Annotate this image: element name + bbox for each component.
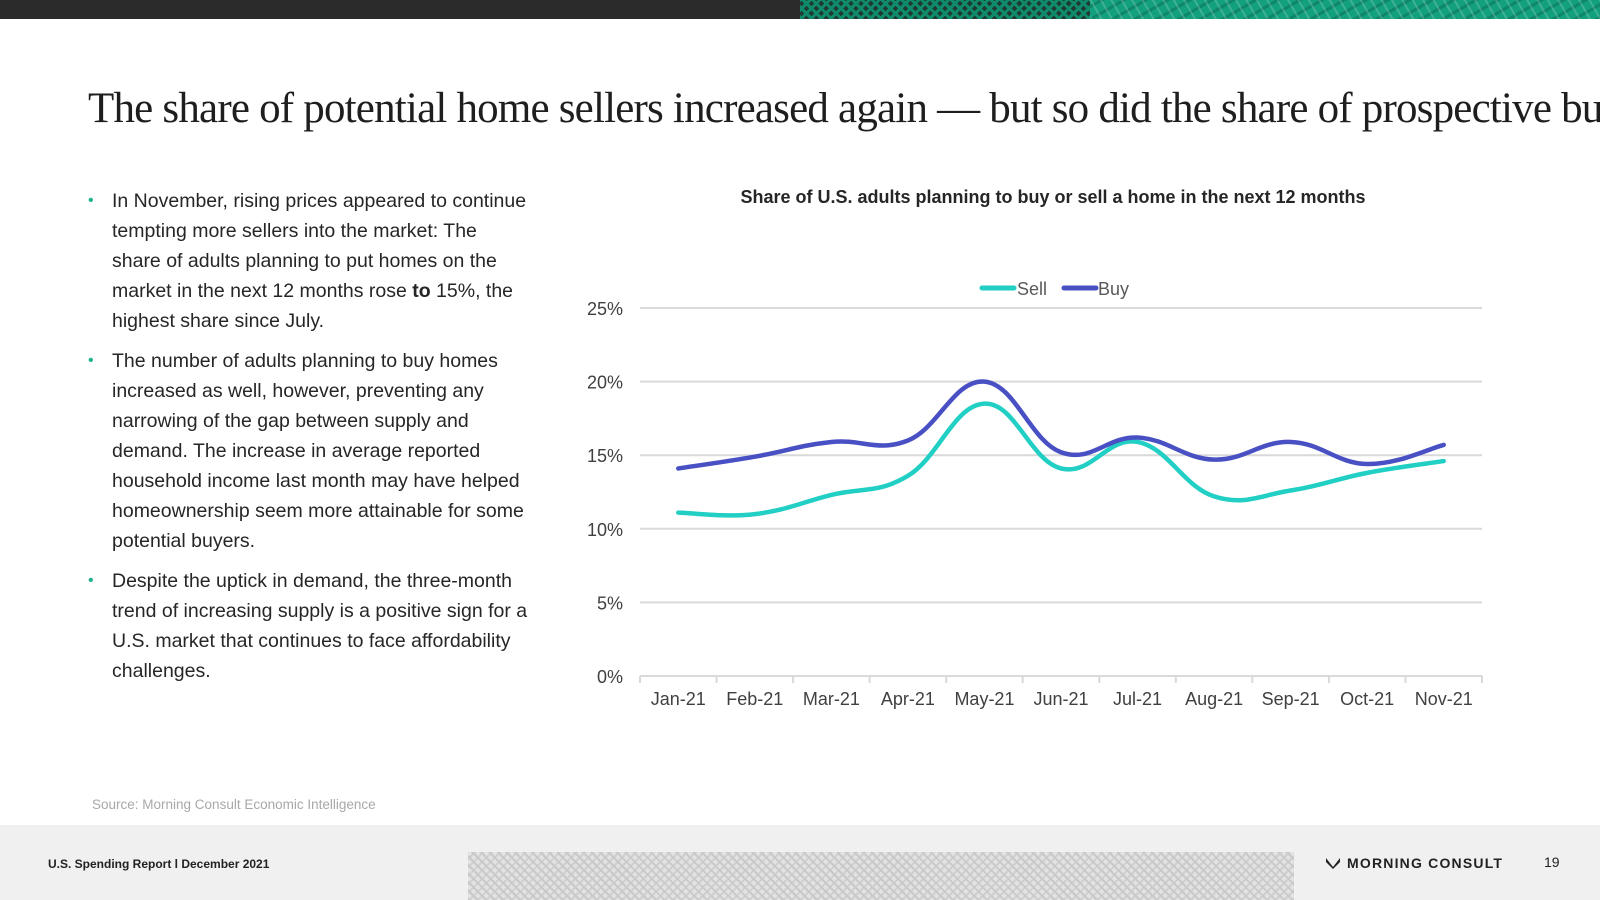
banner-pattern-dark <box>800 0 1090 19</box>
bullet-text: Despite the uptick in demand, the three-… <box>112 570 528 682</box>
brand-mark-icon <box>1326 858 1340 869</box>
x-tick-label: Apr-21 <box>881 689 935 709</box>
bullet-bold-text: to <box>412 280 431 302</box>
bullet-text: In November, rising prices appeared to c… <box>112 190 527 302</box>
banner-pattern-green <box>1090 0 1600 19</box>
y-tick-label: 5% <box>597 593 623 613</box>
legend-label-buy: Buy <box>1098 279 1129 299</box>
x-tick-label: Mar-21 <box>803 689 860 709</box>
top-banner <box>0 0 1600 19</box>
bullet-dot-icon: • <box>88 192 94 209</box>
chart-series <box>676 379 1446 518</box>
y-axis: 0% 5% 10% 15% 20% 25% <box>587 299 623 687</box>
y-tick-label: 20% <box>587 373 623 393</box>
bullet-dot-icon: • <box>88 572 94 589</box>
y-tick-label: 10% <box>587 520 623 540</box>
line-chart: Share of U.S. adults planning to buy or … <box>587 187 1483 709</box>
morning-consult-logo: MORNING CONSULT <box>1325 855 1503 871</box>
brand-name: MORNING CONSULT <box>1347 855 1504 871</box>
footer: U.S. Spending Report l December 2021 MOR… <box>0 825 1600 900</box>
x-tick-label: Nov-21 <box>1415 689 1473 709</box>
x-tick-label: Jun-21 <box>1033 689 1088 709</box>
chart-title: Share of U.S. adults planning to buy or … <box>740 187 1365 207</box>
series-line-buy <box>676 379 1446 471</box>
source-note: Source: Morning Consult Economic Intelli… <box>92 797 376 812</box>
y-tick-label: 15% <box>587 446 623 466</box>
x-tick-label: Sep-21 <box>1262 689 1320 709</box>
bullet-dot-icon: • <box>88 352 94 369</box>
chart-legend: Sell Buy <box>979 279 1129 299</box>
x-tick-label: Jul-21 <box>1113 689 1162 709</box>
chart-grid <box>640 307 1482 604</box>
page-number: 19 <box>1544 854 1560 870</box>
bullet-text-end: 15%, the highest share since July. <box>112 280 514 332</box>
bullet-item: • In November, rising prices appeared to … <box>88 186 528 336</box>
page-title: The share of potential home sellers incr… <box>88 85 1600 132</box>
x-tick-label: May-21 <box>954 689 1014 709</box>
bullet-list: • In November, rising prices appeared to … <box>88 186 528 696</box>
footer-pattern <box>468 852 1294 900</box>
x-axis: Jan-21 Feb-21 Mar-21 Apr-21 May-21 Jun-21 Jul-… <box>639 675 1483 709</box>
report-label: U.S. Spending Report l December 2021 <box>48 857 270 871</box>
y-tick-label: 25% <box>587 299 623 319</box>
x-tick-label: Aug-21 <box>1185 689 1243 709</box>
bullet-item: • The number of adults planning to buy ho… <box>88 346 528 556</box>
bullet-item: • Despite the uptick in demand, the three… <box>88 566 528 686</box>
bullet-text: The number of adults planning to buy hom… <box>112 350 524 552</box>
legend-label-sell: Sell <box>1017 279 1047 299</box>
x-tick-label: Feb-21 <box>726 689 783 709</box>
x-tick-label: Oct-21 <box>1340 689 1394 709</box>
series-line-sell <box>676 401 1446 518</box>
x-tick-label: Jan-21 <box>651 689 706 709</box>
y-tick-label: 0% <box>597 667 623 687</box>
